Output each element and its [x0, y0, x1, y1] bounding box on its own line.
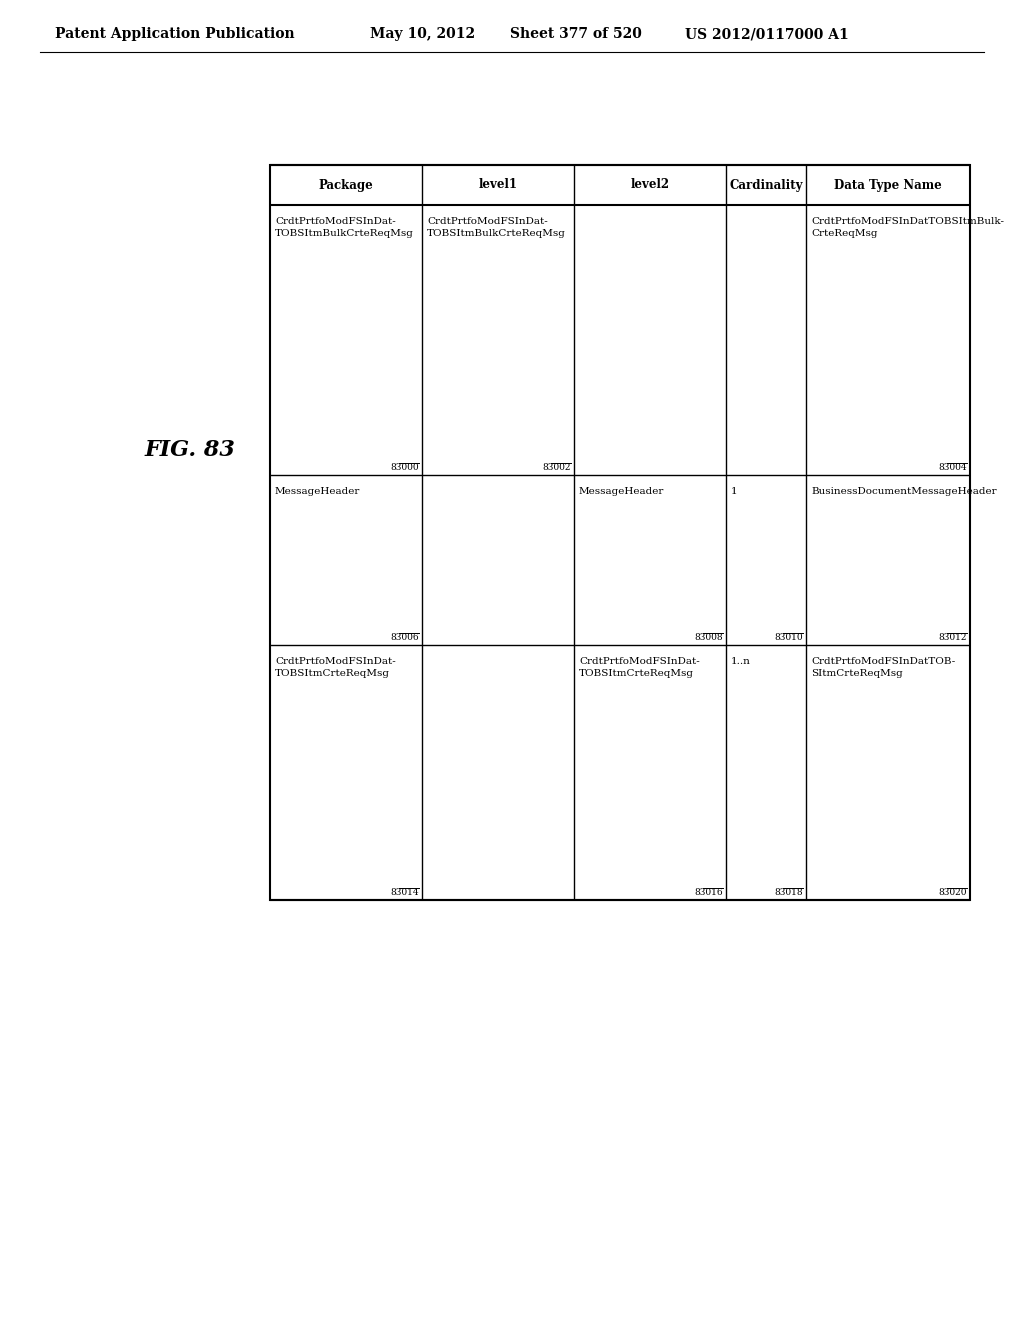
Text: 1: 1	[731, 487, 737, 496]
Text: 83020: 83020	[939, 888, 967, 898]
Text: 83008: 83008	[694, 634, 723, 642]
Text: CrdtPrtfoModFSInDatTOBSItmBulk-
CrteReqMsg: CrdtPrtfoModFSInDatTOBSItmBulk- CrteReqM…	[811, 216, 1004, 238]
Text: BusinessDocumentMessageHeader: BusinessDocumentMessageHeader	[811, 487, 996, 496]
Text: CrdtPrtfoModFSInDat-
TOBSItmBulkCrteReqMsg: CrdtPrtfoModFSInDat- TOBSItmBulkCrteReqM…	[275, 216, 414, 238]
Text: 83004: 83004	[938, 463, 967, 473]
Text: CrdtPrtfoModFSInDat-
TOBSItmCrteReqMsg: CrdtPrtfoModFSInDat- TOBSItmCrteReqMsg	[579, 657, 699, 677]
Text: 83006: 83006	[390, 634, 419, 642]
Text: 83014: 83014	[390, 888, 419, 898]
Text: CrdtPrtfoModFSInDatTOB-
SItmCrteReqMsg: CrdtPrtfoModFSInDatTOB- SItmCrteReqMsg	[811, 657, 955, 677]
Text: 83002: 83002	[543, 463, 571, 473]
Text: Sheet 377 of 520: Sheet 377 of 520	[510, 26, 642, 41]
Bar	[270, 165, 970, 900]
Text: CrdtPrtfoModFSInDat-
TOBSItmBulkCrteReqMsg: CrdtPrtfoModFSInDat- TOBSItmBulkCrteReqM…	[427, 216, 566, 238]
Text: 83016: 83016	[694, 888, 723, 898]
Text: CrdtPrtfoModFSInDat-
TOBSItmCrteReqMsg: CrdtPrtfoModFSInDat- TOBSItmCrteReqMsg	[275, 657, 395, 677]
Text: Package: Package	[318, 178, 374, 191]
Text: Cardinality: Cardinality	[729, 178, 803, 191]
Text: Patent Application Publication: Patent Application Publication	[55, 26, 295, 41]
Text: level1: level1	[478, 178, 517, 191]
Text: 1..n: 1..n	[731, 657, 751, 667]
Text: 83012: 83012	[939, 634, 967, 642]
Text: FIG. 83: FIG. 83	[144, 440, 236, 461]
Text: 83010: 83010	[774, 634, 803, 642]
Text: level2: level2	[631, 178, 670, 191]
Text: MessageHeader: MessageHeader	[579, 487, 665, 496]
Text: May 10, 2012: May 10, 2012	[370, 26, 475, 41]
Text: Data Type Name: Data Type Name	[835, 178, 942, 191]
Text: 83000: 83000	[390, 463, 419, 473]
Text: 83018: 83018	[774, 888, 803, 898]
Text: US 2012/0117000 A1: US 2012/0117000 A1	[685, 26, 849, 41]
Text: MessageHeader: MessageHeader	[275, 487, 360, 496]
